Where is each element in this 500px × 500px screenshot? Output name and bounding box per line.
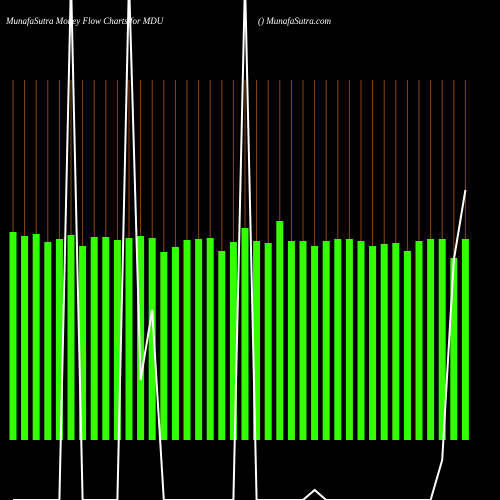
- bar: [287, 241, 295, 440]
- bar: [415, 241, 423, 440]
- bar: [32, 234, 40, 440]
- bar: [125, 238, 133, 440]
- bar: [369, 246, 377, 440]
- bar: [229, 242, 237, 440]
- bar: [357, 241, 365, 440]
- bar: [427, 239, 435, 440]
- bar: [21, 236, 29, 440]
- bar: [113, 240, 121, 440]
- chart-subtitle: () MunafaSutra.com: [258, 16, 331, 26]
- bar: [90, 237, 98, 440]
- price-line: [13, 0, 467, 500]
- bar: [67, 235, 75, 440]
- bar: [461, 239, 469, 440]
- bar: [171, 247, 179, 440]
- bar: [137, 236, 145, 440]
- bar: [403, 251, 411, 440]
- bar: [183, 240, 191, 440]
- bar: [195, 239, 203, 440]
- bar: [299, 241, 307, 440]
- bar: [450, 258, 458, 440]
- bar: [334, 239, 342, 440]
- bar: [438, 239, 446, 440]
- bar: [241, 228, 249, 440]
- bar: [206, 238, 214, 440]
- bar: [322, 241, 330, 440]
- bar: [311, 246, 319, 440]
- bar: [160, 252, 168, 440]
- bar: [264, 243, 272, 440]
- bar: [253, 241, 261, 440]
- bar: [392, 243, 400, 440]
- bar: [55, 239, 63, 440]
- bar: [79, 246, 87, 440]
- bar: [102, 237, 110, 440]
- bar: [44, 242, 52, 440]
- bar: [380, 244, 388, 440]
- bar: [345, 239, 353, 440]
- bar: [148, 238, 156, 440]
- chart-title: MunafaSutra Money Flow Charts for MDU: [5, 16, 164, 26]
- bar: [218, 251, 226, 440]
- bar: [276, 221, 284, 440]
- bar: [9, 232, 17, 440]
